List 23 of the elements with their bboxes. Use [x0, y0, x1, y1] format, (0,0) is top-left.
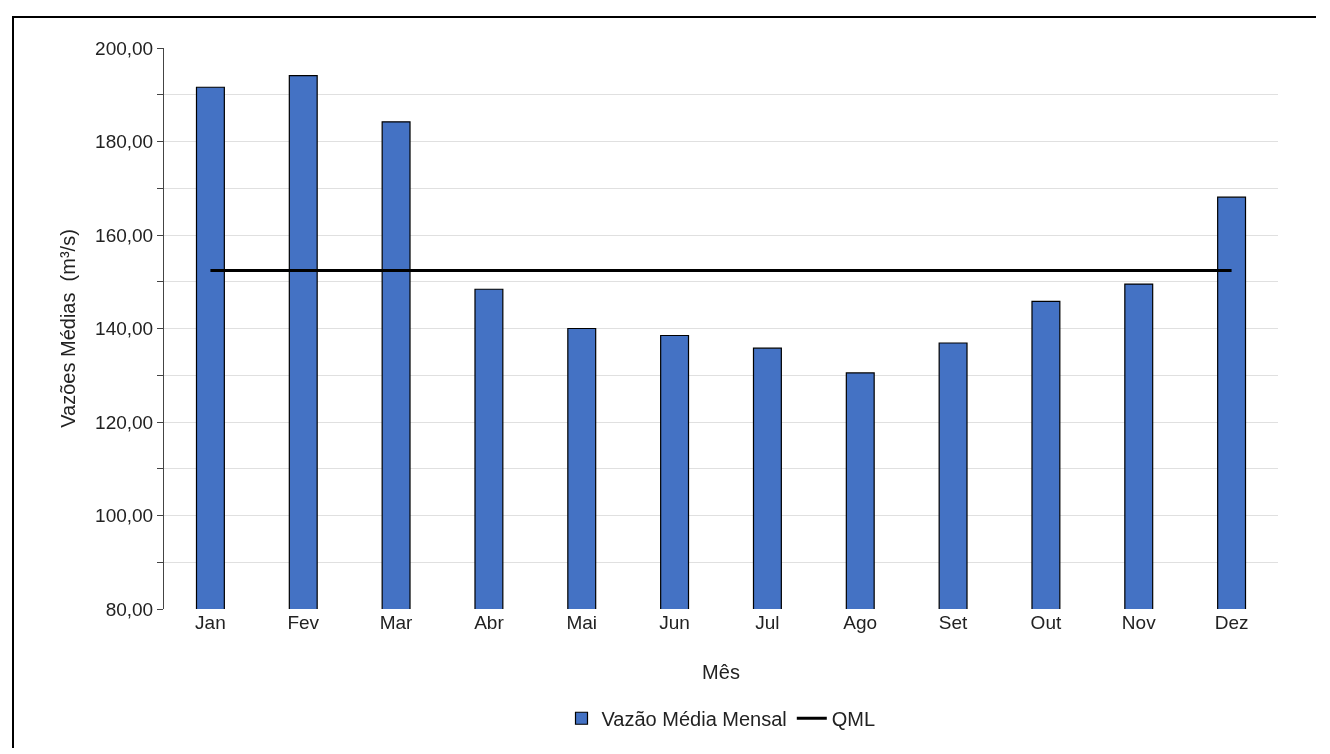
legend-label: Vazão Média Mensal: [601, 708, 787, 731]
x-tick-label: Ago: [843, 612, 878, 633]
y-tick-label: 80,00: [105, 598, 154, 620]
x-tick-label: Dez: [1214, 612, 1249, 633]
x-tick-label: Abr: [474, 612, 505, 633]
x-tick-label: Set: [938, 612, 969, 633]
y-tick-label: 200,00: [95, 37, 154, 59]
x-tick-label: Mai: [566, 612, 598, 633]
y-tick-label: 180,00: [95, 131, 154, 153]
x-tick-label: Jun: [659, 612, 690, 633]
legend-label: QML: [831, 708, 876, 731]
x-tick-label: Jan: [195, 612, 226, 633]
x-tick-label: Mar: [379, 612, 414, 633]
x-axis-title: Mês: [702, 661, 740, 683]
x-tick-label: Nov: [1121, 612, 1157, 633]
y-tick-label: 140,00: [95, 318, 154, 340]
y-axis-title: Vazões Médias (m³/s): [56, 229, 79, 428]
x-tick-label: Jul: [755, 612, 780, 633]
x-tick-label: Out: [1030, 612, 1062, 633]
y-tick-label: 160,00: [95, 224, 154, 246]
y-tick-label: 120,00: [95, 411, 154, 433]
x-tick-label: Fev: [287, 612, 320, 633]
y-tick-label: 100,00: [95, 505, 154, 527]
